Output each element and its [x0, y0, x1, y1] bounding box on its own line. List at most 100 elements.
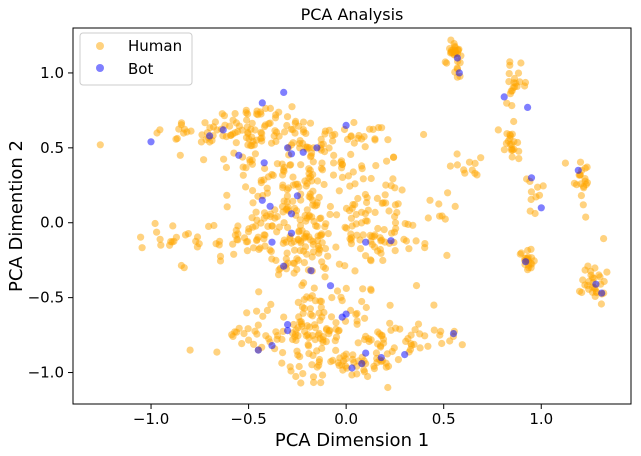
human-point — [316, 215, 324, 223]
human-point — [596, 273, 604, 281]
human-point — [205, 222, 213, 230]
bot-point — [284, 327, 292, 335]
human-point — [299, 370, 307, 378]
bot-point — [268, 342, 276, 350]
bot-point — [287, 229, 296, 237]
human-point — [360, 368, 369, 376]
human-point — [368, 240, 376, 249]
human-point — [443, 251, 451, 259]
human-point — [153, 129, 161, 137]
human-point — [331, 130, 339, 138]
human-point — [347, 240, 355, 248]
human-point — [291, 129, 299, 137]
human-point — [326, 210, 334, 218]
human-point — [332, 243, 340, 251]
human-point — [137, 233, 145, 241]
human-point — [227, 131, 235, 139]
human-point — [300, 304, 308, 312]
y-axis: −1.0 −0.5 0.0 0.5 1.0 — [28, 64, 73, 382]
human-point — [363, 194, 371, 202]
human-point — [299, 118, 308, 126]
human-point — [294, 332, 302, 340]
human-point — [282, 255, 290, 263]
human-point — [500, 146, 508, 154]
human-point — [309, 237, 317, 246]
human-point — [200, 156, 208, 164]
human-point — [581, 164, 589, 172]
human-point — [243, 123, 251, 131]
human-point — [391, 247, 399, 255]
bot-point — [258, 99, 266, 107]
human-point — [453, 150, 461, 158]
bot-point — [206, 132, 214, 140]
legend-marker-human — [96, 42, 104, 50]
human-point — [244, 228, 253, 236]
human-point — [157, 241, 165, 249]
human-point — [253, 307, 261, 315]
human-point — [283, 121, 291, 130]
human-point — [366, 256, 375, 264]
human-point — [169, 222, 177, 230]
human-point — [281, 128, 289, 136]
human-point — [534, 183, 542, 191]
human-point — [253, 110, 261, 118]
human-point — [471, 159, 479, 167]
human-point — [260, 123, 269, 131]
human-point — [317, 379, 325, 387]
human-point — [404, 220, 412, 228]
human-point — [412, 282, 421, 290]
human-point — [352, 220, 360, 228]
human-point — [310, 378, 318, 387]
human-point — [231, 110, 239, 118]
human-point — [326, 202, 334, 211]
human-point — [184, 230, 192, 238]
y-tick-label: −0.5 — [28, 289, 64, 307]
human-point — [240, 330, 248, 338]
human-point — [304, 341, 312, 349]
human-point — [358, 297, 366, 306]
human-point — [297, 161, 305, 169]
human-point — [471, 169, 479, 177]
human-point — [465, 158, 474, 166]
human-point — [503, 99, 511, 107]
bot-point — [284, 321, 292, 329]
human-point — [347, 150, 355, 158]
human-point — [257, 176, 265, 184]
human-point — [193, 233, 202, 241]
human-point — [363, 217, 371, 225]
human-point — [394, 356, 402, 364]
human-point — [295, 227, 303, 235]
human-point — [539, 182, 547, 190]
human-point — [430, 301, 438, 309]
human-point — [515, 147, 523, 155]
human-point — [416, 344, 424, 352]
bot-point — [453, 54, 461, 62]
human-point — [387, 182, 395, 190]
human-point — [301, 327, 309, 336]
human-point — [374, 328, 382, 336]
human-point — [268, 222, 276, 230]
human-point — [248, 214, 256, 222]
human-point — [211, 118, 219, 126]
human-point — [287, 367, 295, 375]
human-point — [346, 182, 354, 190]
bot-point — [147, 138, 155, 146]
human-point — [278, 359, 286, 367]
human-point — [381, 191, 389, 199]
human-point — [352, 310, 360, 318]
human-point — [342, 355, 350, 363]
human-point — [284, 184, 293, 192]
human-point — [515, 155, 523, 163]
human-point — [292, 372, 300, 381]
human-point — [303, 206, 311, 214]
x-axis: −1.0 −0.5 0.0 0.5 1.0 — [133, 404, 553, 428]
human-point — [321, 245, 330, 253]
bot-point — [387, 237, 395, 245]
human-point — [347, 230, 355, 238]
human-point — [293, 265, 301, 274]
bot-point — [254, 346, 262, 354]
human-point — [420, 130, 428, 139]
human-point — [176, 151, 184, 159]
human-point — [359, 175, 367, 183]
human-point — [333, 287, 342, 295]
